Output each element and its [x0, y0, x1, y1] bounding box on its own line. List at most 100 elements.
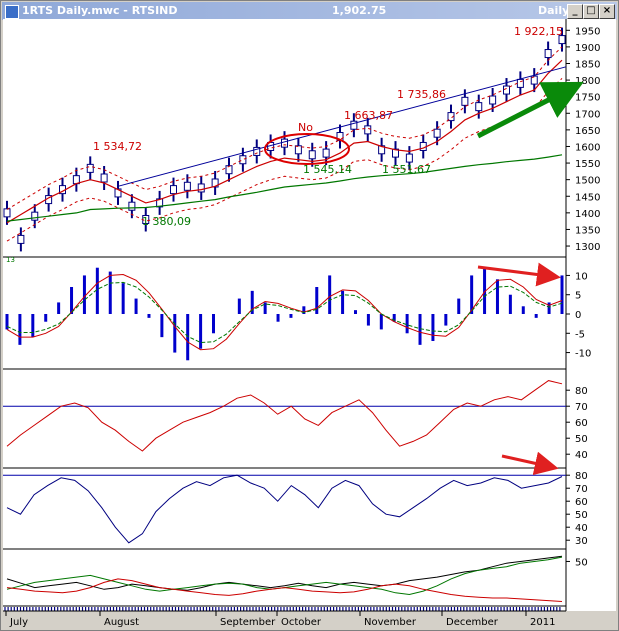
- dmi-adx-line: [6, 555, 563, 591]
- price-candle: [364, 125, 372, 135]
- x-tick-label: 2011: [530, 617, 555, 628]
- minimize-button[interactable]: _: [567, 4, 583, 19]
- price-candle: [86, 163, 94, 173]
- y-tick-label: 5: [575, 291, 581, 302]
- price-candle: [489, 95, 497, 105]
- green-moving-average: [6, 154, 563, 222]
- price-candle: [183, 181, 191, 191]
- y-tick-label: 40: [575, 523, 588, 534]
- y-tick-label: 0: [575, 310, 581, 321]
- lower-envelope: [6, 78, 563, 242]
- x-tick-label: August: [104, 617, 139, 628]
- y-tick-label: 1300: [575, 242, 600, 253]
- y-tick-label: 1500: [575, 176, 600, 187]
- y-tick-label: 1700: [575, 109, 600, 120]
- y-tick-label: 1950: [575, 26, 600, 37]
- x-tick-label: September: [220, 617, 276, 628]
- y-tick-label: 1650: [575, 126, 600, 137]
- price-candle: [197, 183, 205, 193]
- x-tick-label: November: [364, 617, 417, 628]
- trough-label-2: 1 545,14: [303, 163, 352, 176]
- y-tick-label: 1550: [575, 159, 600, 170]
- axis-layer: 1950 1900 1850 1800 1750 1700 1650 1600 1550 1500…: [3, 26, 600, 628]
- y-tick-label: 1400: [575, 209, 600, 220]
- small-mark: 13: [6, 256, 15, 264]
- price-candle: [170, 185, 177, 195]
- y-tick-label: 1450: [575, 192, 600, 203]
- y-tick-label: 70: [575, 484, 588, 495]
- y-tick-label: 1750: [575, 93, 600, 104]
- plot-layer: [3, 19, 616, 611]
- price-candle: [17, 234, 25, 244]
- price-candle: [253, 146, 261, 156]
- y-tick-label: 40: [575, 450, 588, 461]
- peak-label-1: 1 534,72: [93, 140, 142, 153]
- circle-label: No: [298, 121, 313, 134]
- price-candle: [294, 145, 302, 155]
- price-candle: [530, 75, 538, 85]
- price-candle: [156, 198, 164, 208]
- histogram-signal-green: [6, 281, 563, 344]
- price-candle: [405, 153, 413, 163]
- price-candle: [378, 145, 386, 155]
- price-candle: [281, 138, 288, 148]
- y-tick-label: 80: [575, 386, 588, 397]
- y-tick-label: 50: [575, 510, 588, 521]
- price-candle: [392, 148, 399, 158]
- period-label: Daily: [538, 4, 570, 17]
- price-candle: [350, 120, 358, 130]
- highlight-ellipse: [264, 133, 350, 165]
- x-tick-label: December: [446, 617, 499, 628]
- price-candle: [128, 201, 136, 211]
- price-candle: [558, 35, 566, 45]
- y-tick-label: -5: [575, 329, 585, 340]
- oscillator2-line: [6, 474, 563, 544]
- maximize-button[interactable]: □: [583, 4, 599, 19]
- peak-label-4: 1 922,15: [514, 25, 563, 38]
- histogram-arrow: [477, 262, 561, 287]
- y-tick-label: 10: [575, 271, 588, 282]
- price-candle: [308, 150, 316, 160]
- y-tick-label: 60: [575, 418, 588, 429]
- price-candle: [225, 165, 233, 175]
- oscillator-arrow: [501, 451, 559, 476]
- trough-label-1: 1 380,09: [142, 215, 191, 228]
- dmi-minus-line: [6, 578, 563, 602]
- plot-background: [3, 19, 566, 611]
- last-value: 1,902.75: [332, 4, 387, 17]
- peak-label-3: 1 735,86: [397, 88, 446, 101]
- price-candle: [461, 96, 469, 106]
- price-candle: [100, 173, 108, 183]
- price-candle: [239, 155, 247, 165]
- app-icon[interactable]: [5, 5, 19, 19]
- y-tick-label: 30: [575, 536, 588, 547]
- y-tick-label: -10: [575, 349, 591, 360]
- price-candle: [503, 85, 510, 95]
- y-tick-label: 1600: [575, 142, 600, 153]
- y-tick-label: 1800: [575, 76, 600, 87]
- y-tick-label: 1350: [575, 225, 600, 236]
- y-tick-label: 60: [575, 497, 588, 508]
- price-candle: [3, 208, 11, 218]
- x-tick-label: October: [281, 617, 322, 628]
- trough-label-3: 1 551,67: [382, 163, 431, 176]
- x-tick-label: July: [9, 617, 28, 628]
- y-tick-label: 70: [575, 402, 588, 413]
- red-moving-average: [6, 59, 563, 224]
- y-tick-label: 50: [575, 434, 588, 445]
- axis-background: [566, 19, 616, 611]
- price-candle: [447, 112, 455, 122]
- title-bar[interactable]: 1RTS Daily.mwc - RTSIND 1,902.75 Daily _…: [2, 2, 617, 20]
- y-tick-label: 1850: [575, 59, 600, 70]
- close-button[interactable]: ×: [599, 4, 615, 19]
- window-title: 1RTS Daily.mwc - RTSIND: [22, 4, 178, 17]
- oscillator1-line: [6, 380, 563, 452]
- uptrend-arrow: [476, 81, 584, 139]
- peak-label-2: 1 663,87: [344, 109, 393, 122]
- y-tick-label: 1900: [575, 43, 600, 54]
- price-candle: [31, 211, 39, 221]
- trendline: [117, 66, 567, 187]
- upper-envelope: [6, 46, 563, 210]
- price-candle: [544, 49, 552, 59]
- chart-area: 1950 1900 1850 1800 1750 1700 1650 1600 1550 1500…: [3, 19, 616, 628]
